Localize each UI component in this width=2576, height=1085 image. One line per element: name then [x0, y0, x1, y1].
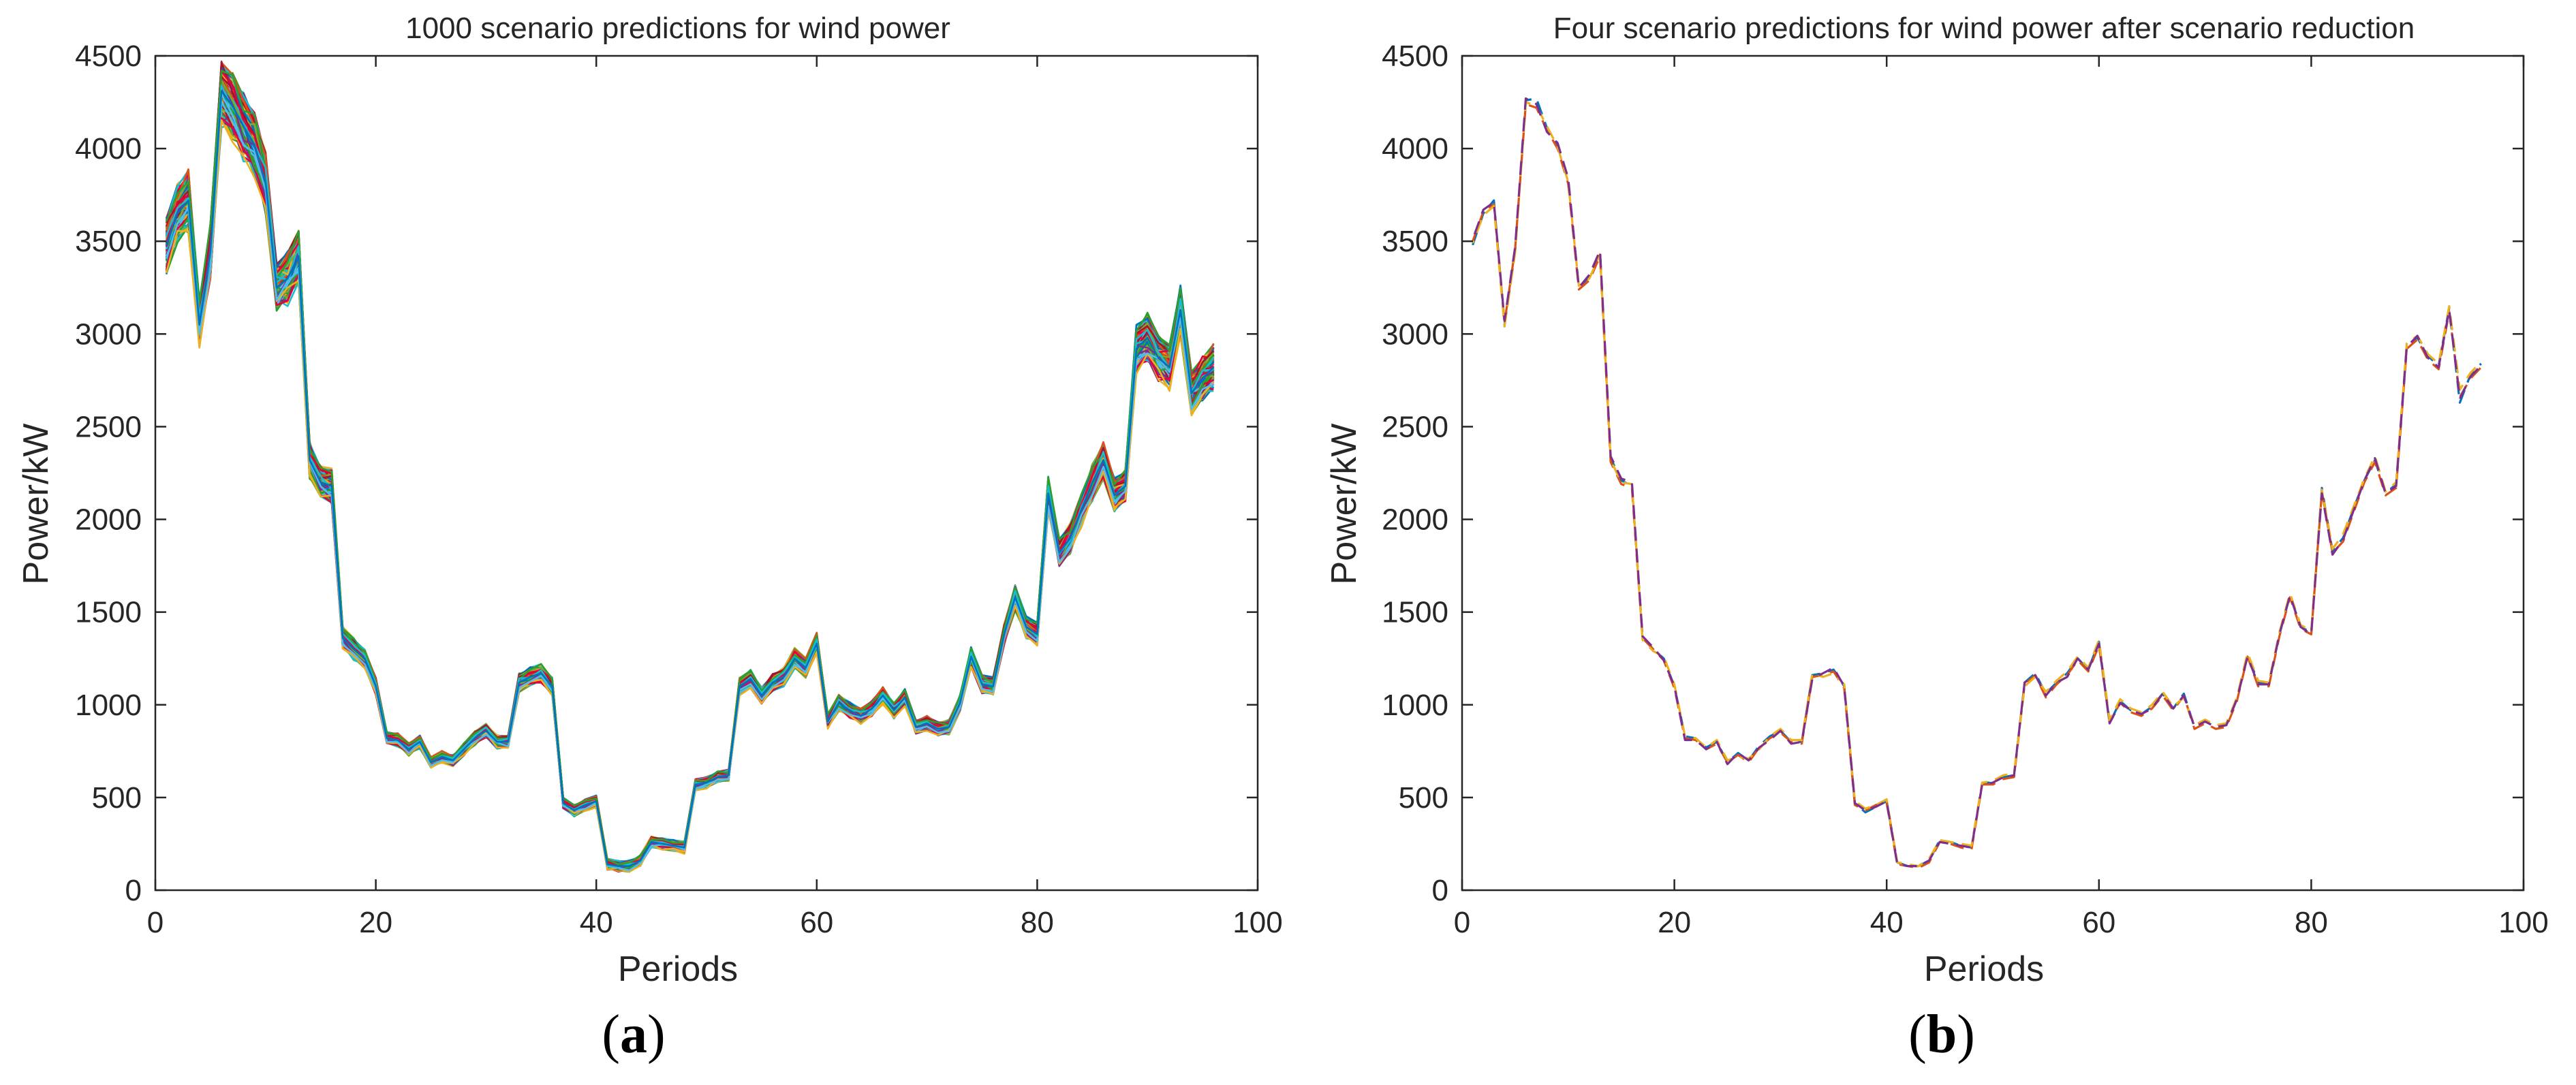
- y-tick-label: 1000: [75, 689, 142, 722]
- x-tick-label: 40: [580, 906, 613, 939]
- y-tick-label: 1500: [75, 596, 142, 629]
- x-tick-label: 60: [2082, 906, 2115, 939]
- y-tick-label: 4000: [1382, 132, 1448, 166]
- x-axis-label: Periods: [1924, 949, 2044, 989]
- series-lines: [1472, 97, 2482, 869]
- x-tick-label: 100: [1232, 906, 1282, 939]
- x-tick-label: 80: [2295, 906, 2328, 939]
- x-tick-label: 80: [1021, 906, 1054, 939]
- y-tick-label: 4000: [75, 132, 142, 166]
- y-tick-label: 2000: [1382, 503, 1448, 537]
- axes-box: [1461, 54, 2525, 892]
- y-tick-label: 3500: [1382, 225, 1448, 258]
- series-line-1: [165, 90, 1215, 867]
- caption-b-close: ): [1957, 1005, 1975, 1065]
- y-tick-label: 0: [1432, 874, 1448, 907]
- caption-a-close: ): [647, 1005, 666, 1065]
- y-axis-label: Power/kW: [16, 424, 56, 585]
- chart-title: 1000 scenario predictions for wind power: [405, 12, 950, 45]
- series-lines: [165, 61, 1215, 873]
- y-tick-label: 500: [92, 781, 142, 815]
- y-tick-label: 500: [1399, 781, 1448, 815]
- y-tick-label: 4500: [1382, 40, 1448, 73]
- y-tick-label: 2500: [1382, 410, 1448, 443]
- caption-b-open: (: [1908, 1005, 1927, 1065]
- caption-a: (a): [602, 1005, 665, 1065]
- y-tick-label: 1000: [1382, 689, 1448, 722]
- y-tick-label: 3000: [75, 317, 142, 351]
- plot-area: 0 20 40 60 80 1000500100015002000250030003500…: [75, 40, 1283, 939]
- panel-a-chart: 1000 scenario predictions for wind power…: [16, 12, 1283, 1065]
- x-tick-label: 0: [1454, 906, 1470, 939]
- caption-b-letter: b: [1927, 1005, 1957, 1065]
- chart-title: Four scenario predictions for wind power…: [1553, 12, 2415, 45]
- x-tick-label: 60: [800, 906, 833, 939]
- y-axis-label: Power/kW: [1324, 424, 1364, 585]
- y-tick-label: 3000: [1382, 317, 1448, 351]
- x-tick-label: 0: [147, 906, 164, 939]
- y-tick-label: 2000: [75, 503, 142, 537]
- panel-b-chart: Four scenario predictions for wind power…: [1324, 12, 2549, 1065]
- y-tick-label: 0: [125, 874, 142, 907]
- y-tick-label: 3500: [75, 225, 142, 258]
- caption-a-letter: a: [620, 1005, 647, 1065]
- y-tick-label: 4500: [75, 40, 142, 73]
- caption-a-open: (: [602, 1005, 620, 1065]
- axes-box: [154, 54, 1259, 892]
- x-tick-label: 20: [359, 906, 392, 939]
- x-axis-label: Periods: [618, 949, 738, 989]
- caption-b: (b): [1908, 1005, 1975, 1065]
- plot-area: 0 20 40 60 80 1000500100015002000250030003500…: [1382, 40, 2549, 939]
- series-line-4: [1472, 97, 2482, 868]
- x-tick-label: 100: [2498, 906, 2548, 939]
- x-tick-label: 20: [1658, 906, 1691, 939]
- y-tick-label: 1500: [1382, 596, 1448, 629]
- x-tick-label: 40: [1870, 906, 1904, 939]
- y-tick-label: 2500: [75, 410, 142, 443]
